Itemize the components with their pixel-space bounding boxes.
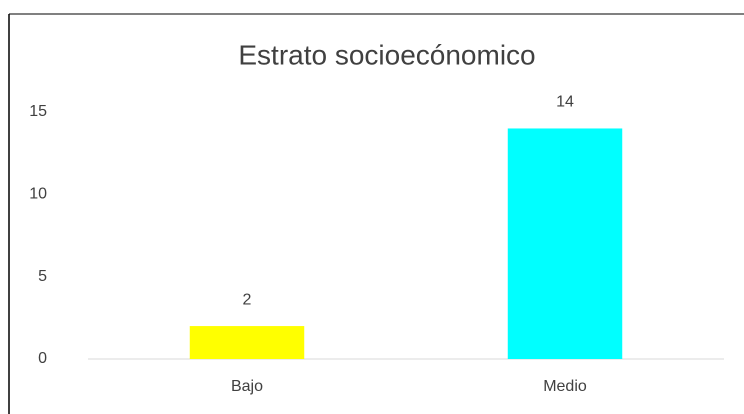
x-tick-label: Medio xyxy=(543,378,587,395)
data-label: 2 xyxy=(243,291,252,308)
bar xyxy=(507,128,623,359)
bar xyxy=(189,326,305,359)
chart-title: Estrato socioecónomico xyxy=(238,39,535,70)
y-tick-label: 5 xyxy=(38,268,47,285)
data-label: 14 xyxy=(556,94,574,111)
y-tick-label: 15 xyxy=(29,103,47,120)
x-tick-label: Bajo xyxy=(231,378,263,395)
y-tick-label: 10 xyxy=(29,186,47,203)
y-tick-label: 0 xyxy=(38,350,47,367)
